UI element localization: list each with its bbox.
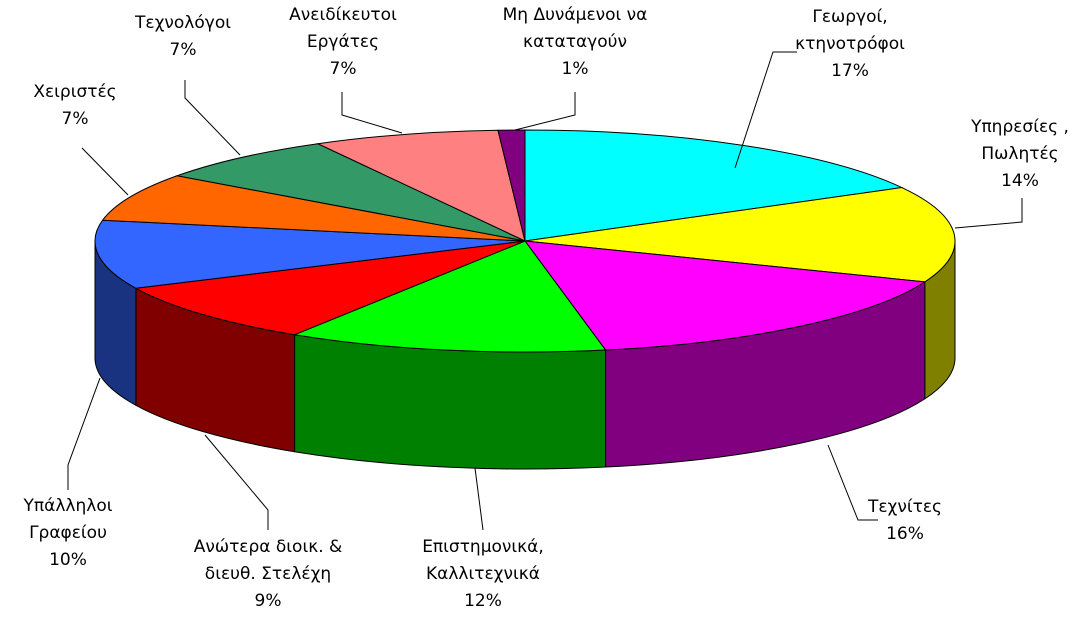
slice-label: Τεχνίτες xyxy=(867,497,942,517)
slice-label: Ανειδίκευτοι Εργάτες xyxy=(289,5,397,52)
value-label: 9% xyxy=(255,591,282,611)
leader-line xyxy=(81,147,129,196)
slice xyxy=(94,219,526,289)
slice-label: Επιστημονικά, Καλλιτεχνικά xyxy=(422,537,544,584)
value-label: 12% xyxy=(464,591,502,611)
slice xyxy=(523,240,927,351)
slice xyxy=(497,129,526,242)
slice xyxy=(524,129,904,242)
leader-line xyxy=(827,444,878,521)
leader-line xyxy=(474,467,484,531)
slice-side xyxy=(294,334,607,470)
leader-line xyxy=(184,80,241,156)
slice-label: Υπάλληλοι Γραφείου xyxy=(23,496,113,543)
slice xyxy=(175,143,526,242)
slice-label: Τεχνολόγοι xyxy=(134,13,231,33)
slice-label: Μη Δυνάμενοι να καταταγούν xyxy=(503,5,648,52)
value-label: 14% xyxy=(1001,171,1039,191)
slice xyxy=(134,240,526,336)
slice-label: Γεωργοί, κτηνοτρόφοι xyxy=(795,7,905,54)
slice-label: Υπηρεσίες , Πωλητές xyxy=(970,117,1069,164)
leader-line xyxy=(514,92,576,131)
leader-line xyxy=(341,92,403,134)
slice xyxy=(316,129,526,242)
slice xyxy=(524,187,956,283)
value-label: 17% xyxy=(831,61,869,81)
value-label: 10% xyxy=(49,550,87,570)
value-label: 7% xyxy=(62,109,89,129)
value-label: 7% xyxy=(170,40,197,60)
leader-line xyxy=(734,51,797,169)
slice xyxy=(101,175,526,242)
leader-line xyxy=(204,434,269,530)
value-label: 16% xyxy=(886,524,924,544)
value-label: 7% xyxy=(330,59,357,79)
leader-line xyxy=(954,198,1023,229)
value-label: 1% xyxy=(562,59,589,79)
slice xyxy=(292,240,607,353)
slice-label: Χειριστές xyxy=(33,82,116,102)
leader-line xyxy=(67,377,101,490)
slice-label: Ανώτερα διοικ. & διευθ. Στελέχη xyxy=(194,537,343,584)
